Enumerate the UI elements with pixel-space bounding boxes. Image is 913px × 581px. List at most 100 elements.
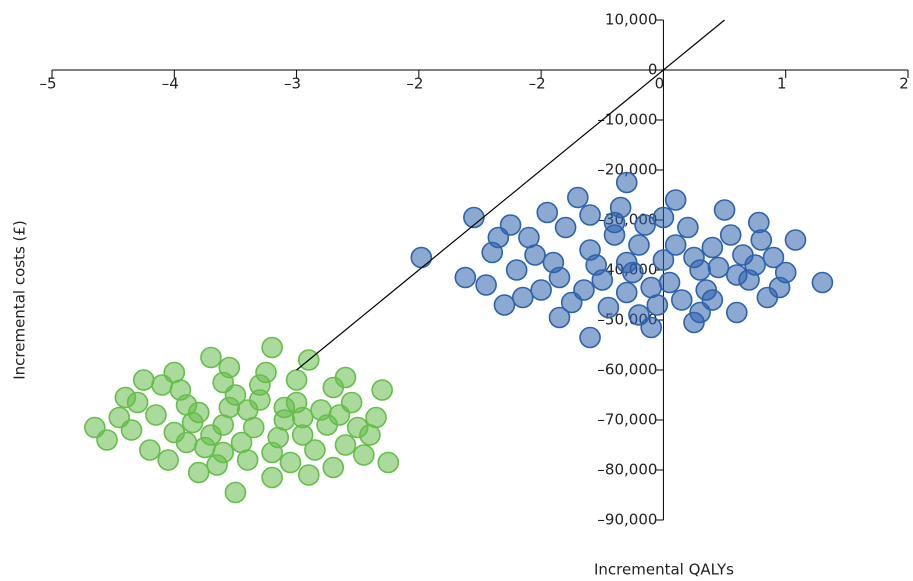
x-tick-label: –4: [162, 75, 179, 93]
point: [615, 171, 638, 194]
point: [224, 384, 247, 406]
point: [273, 396, 296, 419]
y-tick-label: –70,000: [597, 411, 657, 429]
point: [677, 216, 699, 239]
point: [359, 424, 381, 446]
point: [175, 431, 198, 454]
x-tick-label: 1: [777, 75, 787, 93]
point: [652, 206, 675, 229]
point: [132, 369, 155, 391]
point: [304, 439, 326, 461]
point: [187, 461, 210, 484]
point: [719, 224, 742, 246]
point: [297, 464, 320, 486]
point: [524, 244, 546, 266]
point: [96, 429, 118, 451]
point: [609, 196, 632, 219]
point: [634, 214, 656, 236]
y-tick-label: –10,000: [597, 111, 657, 129]
point: [230, 431, 253, 454]
x-tick-label: 0: [655, 75, 665, 93]
point: [628, 304, 650, 326]
point: [353, 444, 375, 466]
point: [603, 224, 626, 246]
y-tick-label: 0: [648, 61, 658, 79]
point: [505, 259, 528, 281]
point: [683, 246, 705, 269]
point: [615, 251, 638, 274]
point: [548, 266, 571, 289]
point: [291, 406, 314, 429]
point: [768, 276, 791, 299]
point: [701, 289, 724, 311]
point: [157, 449, 179, 471]
point: [725, 264, 748, 286]
y-axis-label: Incremental costs (£): [11, 220, 29, 380]
x-tick-label: –5: [39, 75, 56, 93]
point: [658, 271, 681, 294]
point: [511, 286, 534, 309]
y-tick-label: –60,000: [597, 361, 657, 379]
point: [145, 404, 167, 426]
point: [548, 306, 571, 329]
point: [664, 234, 687, 256]
point: [328, 404, 351, 426]
point: [249, 374, 271, 396]
point: [579, 204, 601, 226]
point: [615, 281, 638, 304]
point: [493, 294, 516, 316]
x-tick-label: –2: [406, 75, 423, 93]
point: [371, 379, 393, 401]
point: [285, 369, 308, 391]
point: [224, 481, 247, 504]
point: [454, 266, 477, 289]
point: [279, 451, 302, 474]
point: [334, 366, 357, 389]
point: [713, 199, 736, 221]
point: [487, 226, 510, 249]
point: [567, 186, 589, 209]
y-tick-label: –20,000: [597, 161, 657, 179]
point: [475, 274, 497, 296]
threshold-line: [296, 19, 725, 371]
point: [750, 229, 773, 251]
point: [579, 326, 601, 349]
point: [725, 301, 748, 324]
point: [322, 456, 345, 479]
point: [200, 346, 222, 369]
x-tick-label: –2: [529, 75, 546, 93]
point: [530, 279, 552, 301]
point: [707, 256, 730, 279]
point: [628, 234, 650, 256]
point: [120, 419, 143, 441]
point: [261, 466, 283, 489]
y-tick-label: –80,000: [597, 461, 657, 479]
point: [410, 246, 433, 269]
point: [762, 246, 785, 269]
point: [670, 289, 693, 311]
point: [163, 361, 186, 384]
x-tick-label: –3: [284, 75, 301, 93]
point: [218, 356, 241, 379]
point: [212, 441, 234, 464]
point: [377, 451, 400, 474]
point: [585, 254, 607, 276]
point: [187, 401, 210, 424]
point: [200, 424, 222, 446]
point: [536, 201, 559, 224]
point: [640, 276, 663, 299]
point: [267, 426, 290, 449]
point: [236, 399, 259, 421]
point: [261, 336, 283, 359]
point: [652, 249, 675, 271]
point: [597, 296, 620, 319]
y-tick-label: 10,000: [605, 11, 658, 29]
point: [811, 271, 834, 294]
y-tick-label: –90,000: [597, 511, 657, 529]
point: [701, 236, 724, 259]
point: [139, 439, 161, 461]
x-axis-label: Incremental QALYs: [594, 561, 734, 579]
point: [554, 216, 577, 239]
point: [784, 229, 807, 251]
point: [560, 291, 583, 314]
